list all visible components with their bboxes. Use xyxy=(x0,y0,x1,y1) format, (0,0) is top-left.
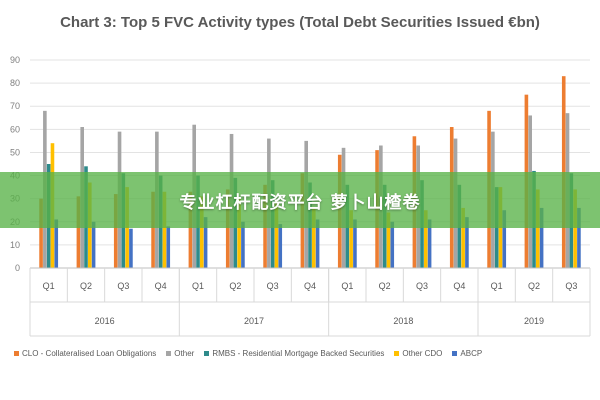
bar xyxy=(536,189,540,268)
bar xyxy=(237,198,241,268)
x-tick-label: Q2 xyxy=(80,281,92,291)
x-tick-label: Q1 xyxy=(192,281,204,291)
bar xyxy=(539,207,544,268)
bar xyxy=(91,221,96,268)
legend-label: CLO - Collateralised Loan Obligations xyxy=(22,349,157,358)
x-tick-label: Q1 xyxy=(341,281,353,291)
x-tick-label: Q1 xyxy=(43,281,55,291)
bar xyxy=(278,224,283,268)
y-tick-label: 50 xyxy=(10,147,20,157)
bar xyxy=(162,191,167,268)
legend-item: CLO - Collateralised Loan Obligations xyxy=(14,349,156,358)
x-tick-label: Q3 xyxy=(565,281,577,291)
y-tick-label: 60 xyxy=(10,124,20,134)
bar xyxy=(424,210,428,268)
chart-title: Chart 3: Top 5 FVC Activity types (Total… xyxy=(60,14,540,31)
y-tick-label: 90 xyxy=(10,55,20,65)
legend-label: Other xyxy=(174,349,195,358)
group-label: 2018 xyxy=(393,316,413,326)
overlay-banner: 专业杠杆配资平台 萝卜山楂卷 xyxy=(0,172,600,228)
bar xyxy=(274,200,279,268)
bar xyxy=(502,210,507,268)
group-label: 2016 xyxy=(95,316,115,326)
bar xyxy=(200,196,204,268)
bar xyxy=(573,189,577,268)
legend-swatch xyxy=(14,351,19,356)
bar xyxy=(315,219,320,268)
legend-label: Other CDO xyxy=(402,349,443,358)
x-tick-label: Q3 xyxy=(416,281,428,291)
bar xyxy=(203,217,208,268)
bar xyxy=(312,207,316,268)
bar xyxy=(151,191,155,268)
y-tick-label: 70 xyxy=(10,101,20,111)
legend-item: RMBS - Residential Mortgage Backed Secur… xyxy=(204,349,384,358)
legend-label: RMBS - Residential Mortgage Backed Secur… xyxy=(212,349,385,358)
banner-text: 专业杠杆配资平台 萝卜山楂卷 xyxy=(179,192,421,213)
y-tick-label: 10 xyxy=(10,240,20,250)
legend-swatch xyxy=(166,351,172,356)
x-tick-label: Q2 xyxy=(379,281,391,291)
x-tick-label: Q3 xyxy=(117,281,129,291)
chart-legend: CLO - Collateralised Loan Obligations Oth… xyxy=(14,349,594,358)
y-tick-label: 0 xyxy=(15,263,20,273)
bar xyxy=(461,207,465,268)
group-label: 2017 xyxy=(244,316,264,326)
legend-item: ABCP xyxy=(452,349,482,358)
bar xyxy=(390,221,395,268)
x-tick-label: Q2 xyxy=(528,281,540,291)
group-label: 2019 xyxy=(524,316,544,326)
bar xyxy=(465,217,469,268)
y-tick-label: 80 xyxy=(10,78,20,88)
bar xyxy=(349,210,353,268)
bar xyxy=(241,221,245,268)
bar xyxy=(427,219,432,268)
x-tick-label: Q1 xyxy=(491,281,503,291)
bar xyxy=(577,207,581,268)
x-tick-label: Q4 xyxy=(304,281,316,291)
bar xyxy=(225,189,230,268)
legend-swatch xyxy=(204,351,210,356)
bar xyxy=(166,226,171,268)
legend-swatch xyxy=(452,351,458,356)
bar xyxy=(54,219,59,268)
legend-label: ABCP xyxy=(460,349,483,358)
x-tick-label: Q3 xyxy=(267,281,279,291)
bar xyxy=(188,191,193,268)
legend-swatch xyxy=(394,351,400,356)
bar xyxy=(76,196,81,268)
legend-item: Other xyxy=(166,349,194,358)
bar xyxy=(113,194,118,268)
bar xyxy=(386,212,391,268)
x-tick-label: Q4 xyxy=(453,281,465,291)
bar xyxy=(129,228,133,268)
x-tick-label: Q4 xyxy=(155,281,167,291)
x-tick-label: Q2 xyxy=(229,281,241,291)
legend-item: Other CDO xyxy=(394,349,442,358)
bar xyxy=(39,198,43,268)
bar xyxy=(353,219,357,268)
